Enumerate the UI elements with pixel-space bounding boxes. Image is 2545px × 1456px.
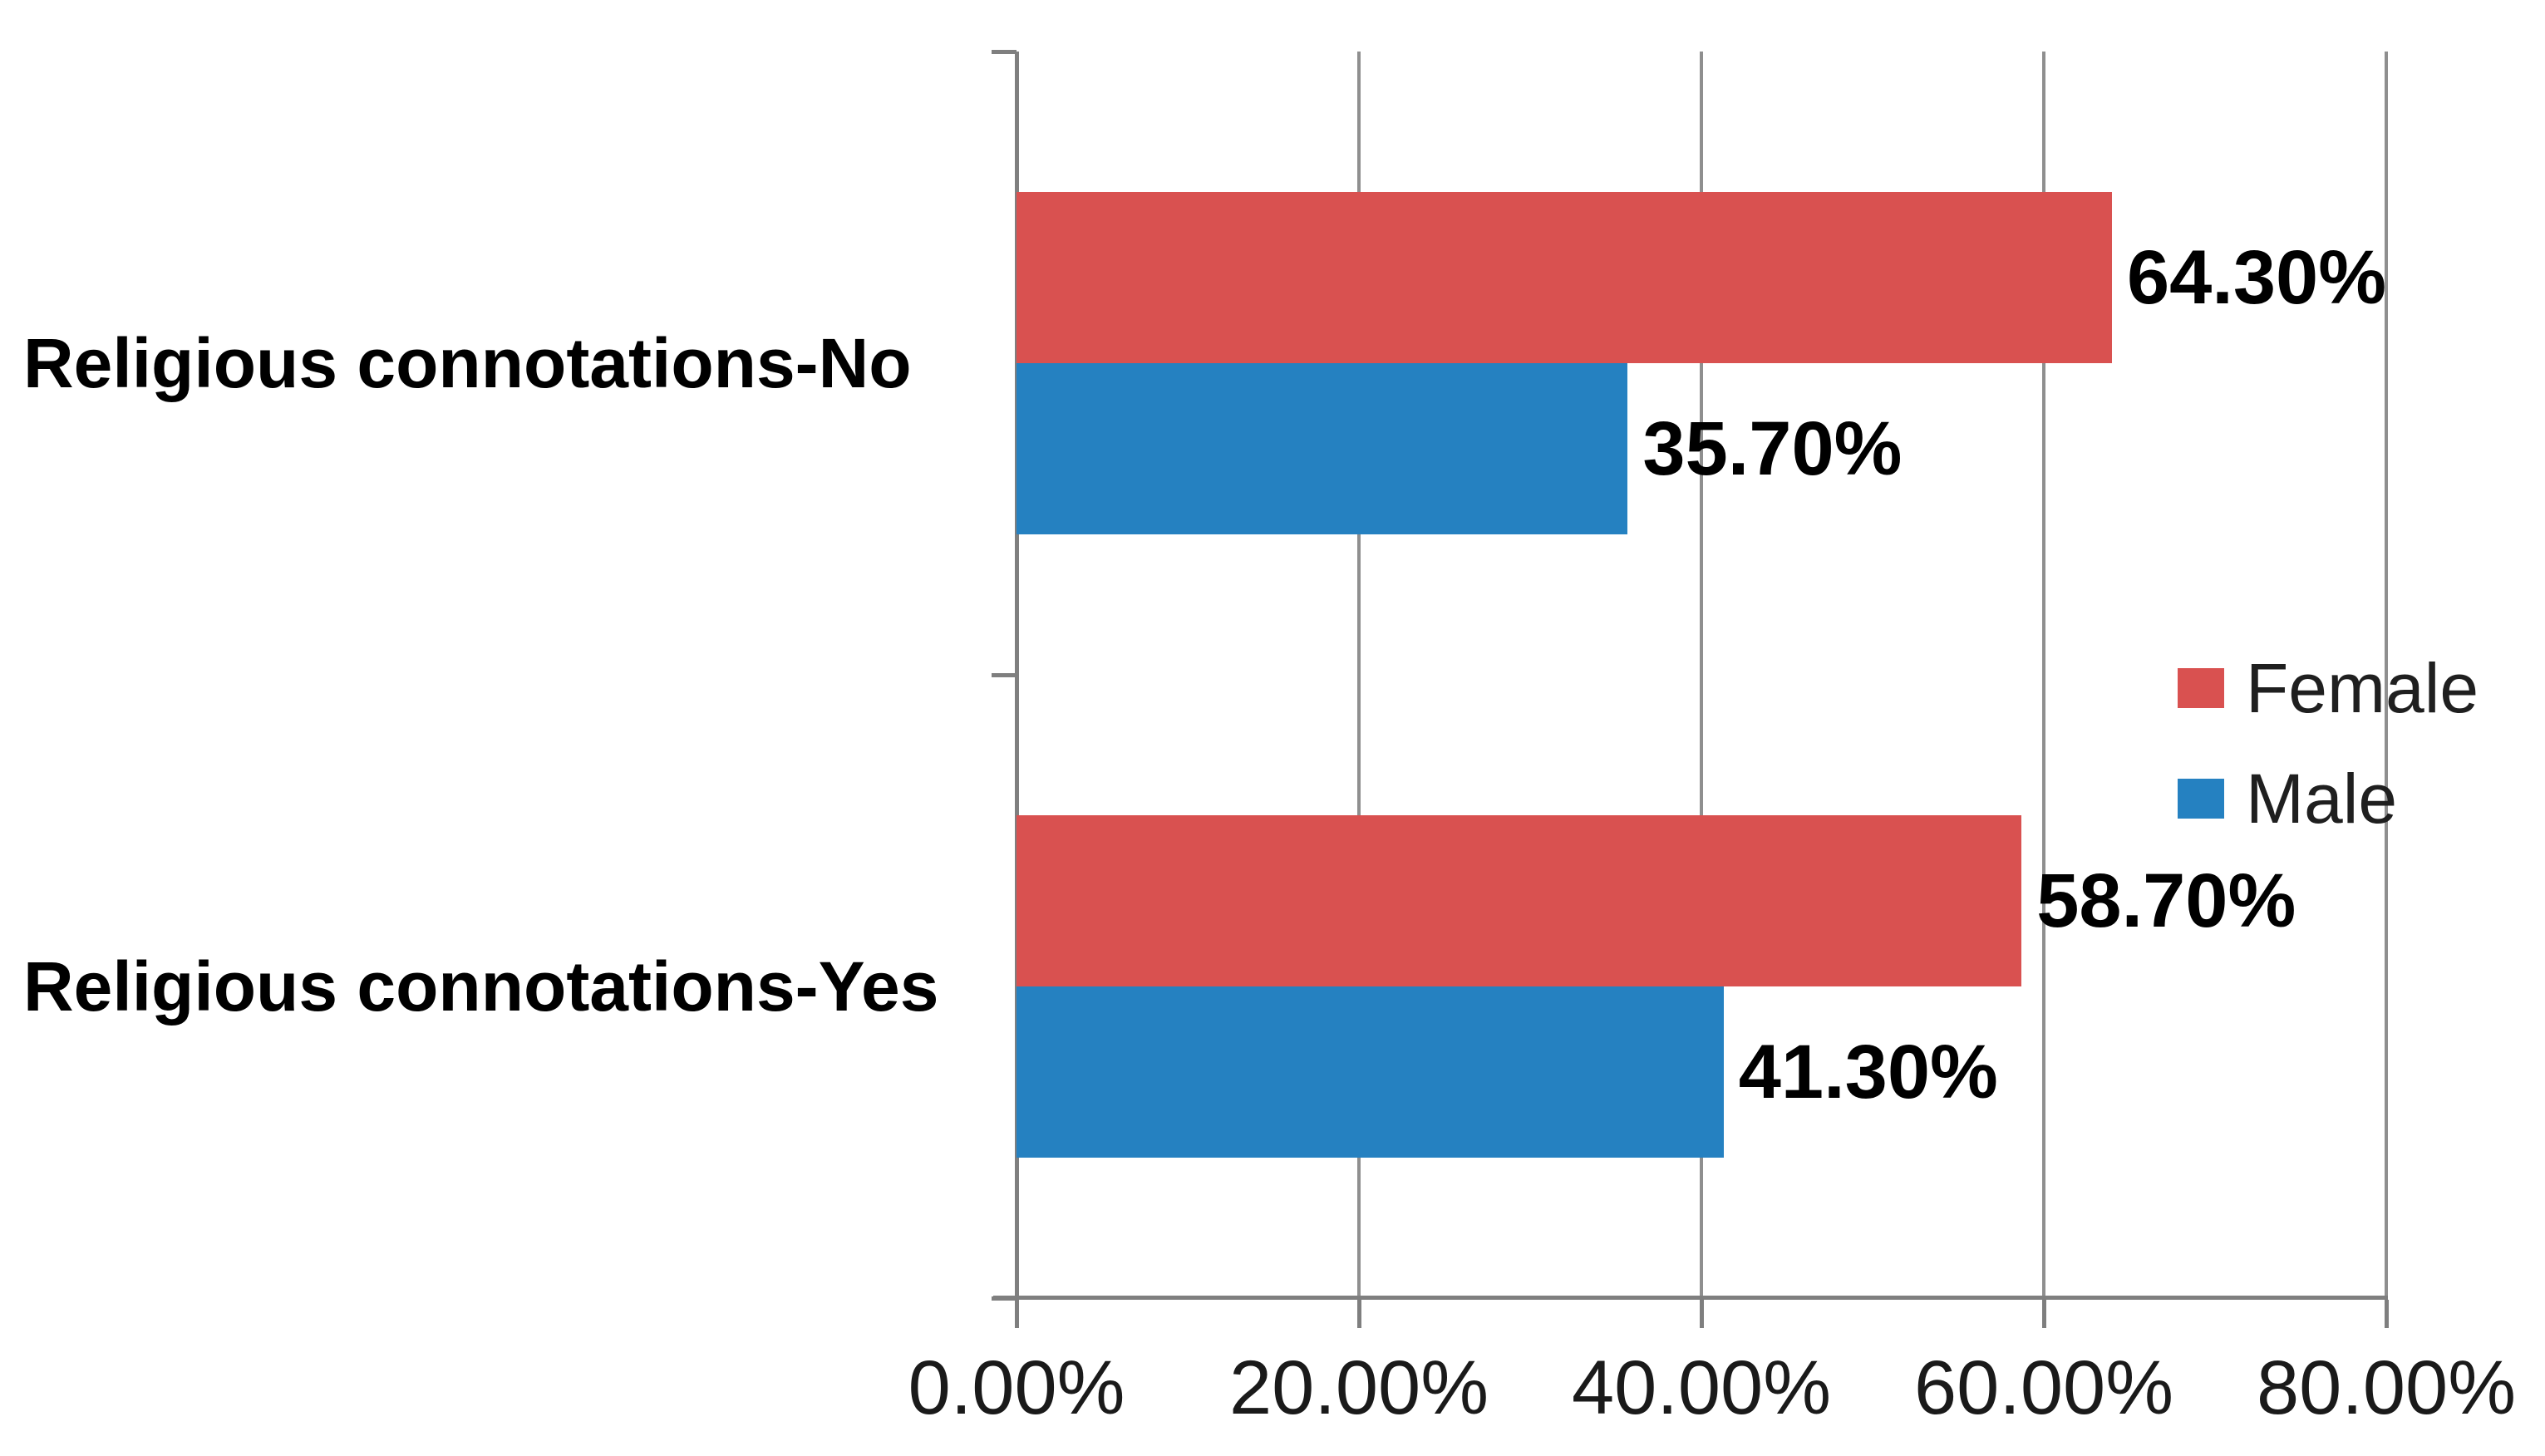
x-tick-label: 0.00% [908, 1345, 1125, 1430]
gridline-20 [1357, 52, 1361, 1298]
bar-value-label: 41.30% [1738, 1030, 1998, 1114]
x-axis-tick-20 [1357, 1300, 1361, 1328]
female-bar [1017, 815, 2022, 986]
x-tick-label: 60.00% [1913, 1345, 2174, 1430]
x-axis-tick-80 [2385, 1300, 2389, 1328]
bar-row: 64.30% [1017, 192, 2386, 363]
bar-value-label: 35.70% [1642, 406, 1903, 491]
male-swatch-icon [2178, 778, 2224, 819]
bar-value-label: 58.70% [2036, 858, 2296, 943]
female-bar [1017, 192, 2112, 363]
legend: Female Male [2178, 648, 2479, 839]
x-axis-tick-0 [1015, 1300, 1019, 1328]
category-label: Religious connotations-Yes [23, 947, 939, 1026]
male-bar [1017, 986, 1724, 1158]
x-axis-tick-60 [2042, 1300, 2046, 1328]
category-axis-tick [992, 1296, 1017, 1301]
bar-row: 41.30% [1017, 986, 2386, 1158]
bar-row: 58.70% [1017, 815, 2386, 986]
category-axis-line [1015, 52, 1019, 1298]
x-axis-tick-40 [1700, 1300, 1704, 1328]
x-tick-label: 40.00% [1571, 1345, 1832, 1430]
x-tick-label: 80.00% [2256, 1345, 2517, 1430]
female-swatch-icon [2178, 668, 2224, 709]
category-axis-tick [992, 673, 1017, 677]
category-slot-1: 58.70% 41.30% [1017, 675, 2386, 1298]
bar-value-label: 64.30% [2126, 235, 2386, 320]
bar-row: 35.70% [1017, 363, 2386, 534]
category-axis-tick [992, 50, 1017, 54]
x-tick-label: 20.00% [1228, 1345, 1489, 1430]
legend-label: Male [2246, 759, 2398, 838]
gridline-40 [1700, 52, 1703, 1298]
value-axis-line [993, 1296, 2388, 1300]
legend-label: Female [2246, 649, 2479, 727]
category-label: Religious connotations-No [23, 324, 912, 402]
category-slot-0: 64.30% 35.70% [1017, 52, 2386, 675]
gridline-80 [2385, 52, 2388, 1298]
legend-item-female: Female [2178, 648, 2479, 729]
legend-item-male: Male [2178, 759, 2479, 839]
gridline-60 [2042, 52, 2045, 1298]
plot-area: 0.00% 20.00% 40.00% 60.00% 80.00% 64.30% 35.70… [908, 50, 2516, 1426]
male-bar [1017, 363, 1628, 534]
